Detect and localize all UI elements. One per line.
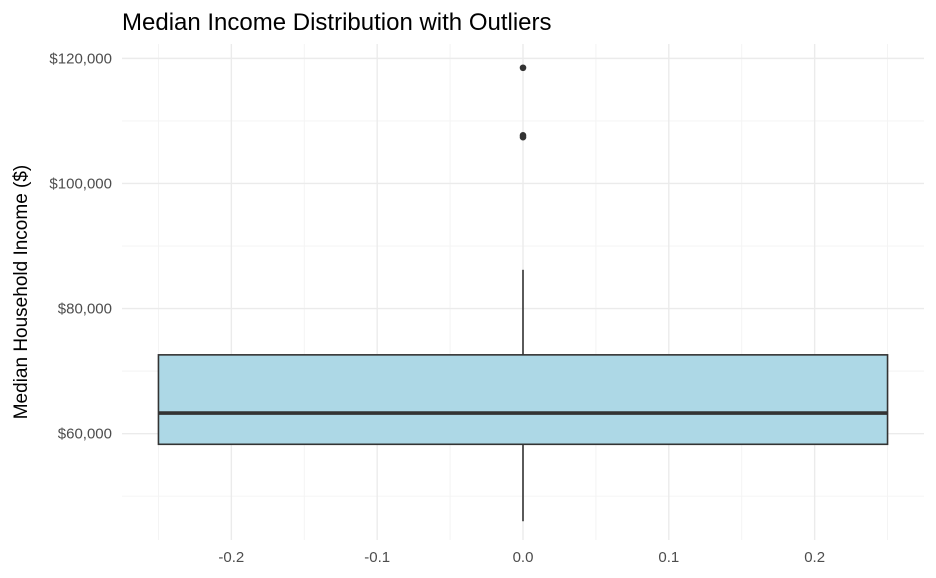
y-tick-label: $120,000 [49,50,112,67]
y-tick-label: $80,000 [58,301,112,318]
x-axis-ticks: -0.2 -0.1 0.0 0.1 0.2 [218,549,825,566]
x-tick-label: 0.1 [658,549,679,566]
y-axis-title: Median Household Income ($) [11,165,32,420]
iqr-box [157,354,889,446]
chart-title: Median Income Distribution with Outliers [122,9,552,36]
x-tick-label: 0.0 [513,549,534,566]
plot-area [157,64,889,522]
y-tick-label: $60,000 [58,426,112,443]
y-axis-ticks: $60,000 $80,000 $100,000 $120,000 [49,50,112,442]
outlier-point [519,133,527,141]
y-tick-label: $100,000 [49,175,112,192]
outlier-point [519,64,527,72]
x-tick-label: 0.2 [804,549,825,566]
x-tick-label: -0.1 [364,549,390,566]
x-tick-label: -0.2 [218,549,244,566]
